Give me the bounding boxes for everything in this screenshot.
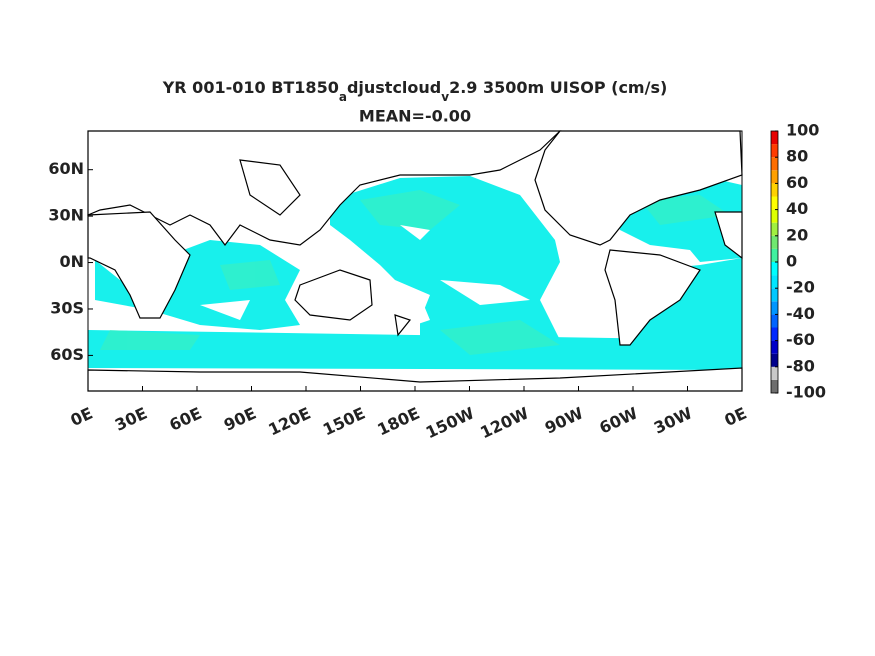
colorbar-tick-label: -80 [786, 356, 815, 375]
coastlines [87, 130, 743, 392]
colorbar-swatch [771, 353, 778, 367]
colorbar-tick-label: 80 [786, 147, 808, 166]
chart-title: YR 001-010 BT1850adjustcloudv2.9 3500m U… [162, 78, 668, 104]
colorbar-swatch [771, 209, 778, 223]
title-part: 2.9 3500m UISOP (cm/s) [449, 78, 667, 97]
colorbar-swatch [771, 144, 778, 158]
colorbar-tick-label: 40 [786, 199, 808, 218]
colorbar-tick-label: 0 [786, 252, 797, 271]
x-tick-label: 30W [651, 403, 696, 437]
y-tick-label: 30S [50, 298, 84, 317]
colorbar-swatch [771, 327, 778, 341]
x-tick-label: 90W [542, 403, 587, 437]
colorbar-swatch [771, 301, 778, 315]
x-tick-label: 180E [374, 403, 422, 439]
colorbar-swatch [771, 262, 778, 276]
chart-subtitle: MEAN=-0.00 [359, 107, 471, 126]
colorbar-swatch [771, 235, 778, 249]
y-tick-label: 60N [48, 159, 84, 178]
colorbar-swatch [771, 196, 778, 210]
no-data-gaps [200, 225, 610, 330]
map-field [87, 130, 743, 392]
x-tick-label: 120W [477, 403, 532, 442]
colorbar-swatch [771, 275, 778, 289]
x-tick-label: 60E [166, 403, 204, 434]
x-tick-label: 90E [221, 403, 259, 434]
colorbar-swatch [771, 314, 778, 328]
y-tick-label: 30N [48, 206, 84, 225]
y-tick-label: 0N [59, 252, 84, 271]
x-tick-label: 150E [320, 403, 368, 439]
colorbar-swatch [771, 157, 778, 171]
ocean-field-variation [100, 190, 730, 355]
colorbar-swatch [771, 248, 778, 262]
colorbar-tick-label: -100 [786, 383, 826, 402]
x-tick-label: 30E [112, 403, 150, 434]
x-tick-label: 150W [423, 403, 478, 442]
x-tick-label: 0E [722, 403, 750, 430]
colorbar-swatch [771, 288, 778, 302]
colorbar-tick-label: 60 [786, 173, 808, 192]
title-part: djustcloud [347, 78, 441, 97]
colorbar-swatch [771, 170, 778, 184]
colorbar-tick-label: -20 [786, 278, 815, 297]
colorbar-tick-label: 20 [786, 225, 808, 244]
colorbar-tick-label: 100 [786, 121, 819, 140]
x-tick-label: 0E [68, 403, 96, 430]
title-subscript: v [441, 90, 449, 104]
title-subscript: a [339, 90, 347, 104]
colorbar-swatch [771, 131, 778, 145]
colorbar-tick-label: -40 [786, 304, 815, 323]
colorbar-tick-label: -60 [786, 330, 815, 349]
colorbar-swatch [771, 366, 778, 380]
colorbar-swatch [771, 340, 778, 354]
x-tick-label: 60W [596, 403, 641, 437]
x-tick-label: 120E [265, 403, 313, 439]
colorbar-swatch [771, 183, 778, 197]
colorbar-swatch [771, 379, 778, 393]
colorbar-swatch [771, 222, 778, 236]
y-tick-label: 60S [50, 345, 84, 364]
title-part: YR 001-010 BT1850 [162, 78, 339, 97]
